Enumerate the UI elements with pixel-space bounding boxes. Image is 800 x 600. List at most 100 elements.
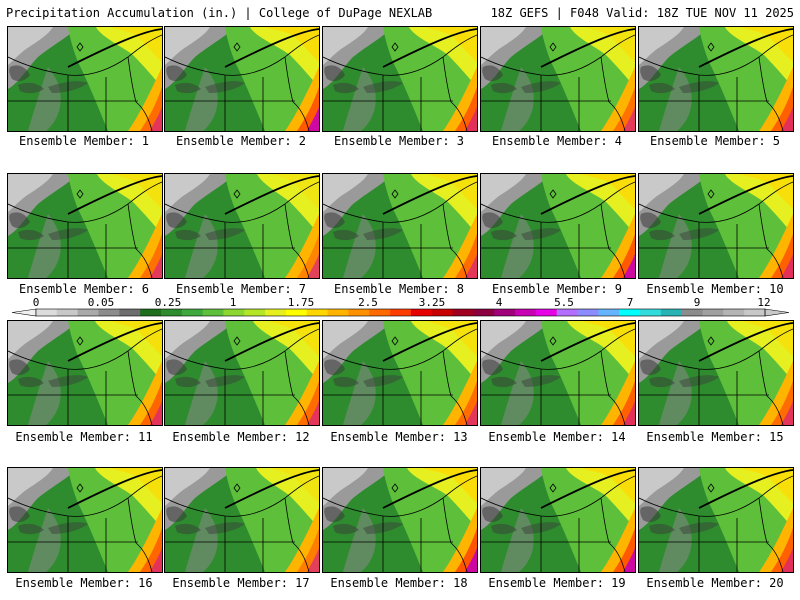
colorbar-swatch (452, 309, 474, 316)
colorbar-swatch (410, 309, 433, 316)
colorbar-swatch (702, 309, 724, 316)
precip-map (639, 27, 793, 131)
colorbar-swatch (640, 309, 662, 316)
ensemble-member-panel (7, 26, 163, 132)
colorbar-swatch (140, 309, 162, 316)
ensemble-member-panel (480, 173, 636, 279)
precip-map (165, 468, 319, 572)
precip-map (323, 468, 477, 572)
ensemble-member-label: Ensemble Member: 1 (18, 134, 150, 148)
precip-map (165, 27, 319, 131)
ensemble-member-label: Ensemble Member: 7 (175, 282, 307, 296)
colorbar-swatch (473, 309, 495, 316)
ensemble-member-label: Ensemble Member: 17 (172, 576, 310, 590)
precip-map (8, 321, 162, 425)
colorbar-swatch (681, 309, 704, 316)
ensemble-member-label: Ensemble Member: 10 (646, 282, 784, 296)
colorbar-swatch (285, 309, 308, 316)
precip-map (8, 468, 162, 572)
ensemble-member-label: Ensemble Member: 20 (646, 576, 784, 590)
precip-map (165, 174, 319, 278)
ensemble-member-panel (7, 467, 163, 573)
colorbar-tick-label: 0.05 (87, 296, 115, 309)
ensemble-member-label: Ensemble Member: 12 (172, 430, 310, 444)
precip-map (165, 321, 319, 425)
ensemble-member-panel (638, 467, 794, 573)
ensemble-member-label: Ensemble Member: 11 (15, 430, 153, 444)
chart-title: Precipitation Accumulation (in.) | Colle… (6, 6, 433, 20)
colorbar-swatch (77, 309, 99, 316)
precip-map (481, 468, 635, 572)
colorbar-swatch (535, 309, 558, 316)
precip-map (639, 468, 793, 572)
precipitation-colorbar (11, 308, 790, 317)
colorbar-swatch (556, 309, 579, 316)
ensemble-member-panel (322, 320, 478, 426)
ensemble-member-panel (164, 320, 320, 426)
colorbar-swatch (181, 309, 204, 316)
colorbar-left-arrow (11, 308, 37, 317)
colorbar-tick-label: 7 (626, 296, 634, 309)
precip-map (8, 174, 162, 278)
colorbar-swatch (160, 309, 183, 316)
colorbar-tick-label: 4 (495, 296, 503, 309)
colorbar-swatch (36, 309, 58, 316)
ensemble-member-panel (480, 320, 636, 426)
ensemble-member-panel (638, 320, 794, 426)
colorbar-swatch (660, 309, 683, 316)
ensemble-member-label: Ensemble Member: 8 (333, 282, 465, 296)
colorbar-swatch (744, 309, 766, 316)
precip-map (8, 27, 162, 131)
ensemble-member-label: Ensemble Member: 13 (330, 430, 468, 444)
colorbar-swatch (98, 309, 120, 316)
ensemble-member-label: Ensemble Member: 19 (488, 576, 626, 590)
precip-map (323, 321, 477, 425)
colorbar-tick-label: 1 (229, 296, 237, 309)
ensemble-member-label: Ensemble Member: 2 (175, 134, 307, 148)
ensemble-member-label: Ensemble Member: 16 (15, 576, 153, 590)
ensemble-member-label: Ensemble Member: 3 (333, 134, 465, 148)
ensemble-member-label: Ensemble Member: 14 (488, 430, 626, 444)
colorbar-swatch (265, 309, 287, 316)
ensemble-member-label: Ensemble Member: 5 (649, 134, 781, 148)
colorbar-tick-label: 12 (757, 296, 771, 309)
precip-map (481, 321, 635, 425)
colorbar-swatch (348, 309, 370, 316)
colorbar-swatch (244, 309, 266, 316)
colorbar-tick-label: 3.25 (418, 296, 446, 309)
colorbar-swatch (223, 309, 245, 316)
precip-map (323, 27, 477, 131)
colorbar-swatch (306, 309, 329, 316)
ensemble-member-panel (322, 173, 478, 279)
ensemble-member-panel (164, 467, 320, 573)
colorbar-tick-label: 9 (693, 296, 701, 309)
colorbar-swatch (494, 309, 516, 316)
valid-time-label: 18Z GEFS | F048 Valid: 18Z TUE NOV 11 20… (490, 6, 794, 20)
colorbar-swatch (515, 309, 537, 316)
ensemble-member-label: Ensemble Member: 6 (18, 282, 150, 296)
colorbar-tick-label: 2.5 (358, 296, 378, 309)
colorbar-swatch (56, 309, 79, 316)
colorbar-swatch (327, 309, 349, 316)
colorbar-swatch (202, 309, 224, 316)
precip-map (481, 27, 635, 131)
colorbar-swatch (577, 309, 599, 316)
ensemble-member-panel (7, 173, 163, 279)
colorbar-right-arrow (764, 308, 790, 317)
ensemble-member-panel (7, 320, 163, 426)
precip-map (639, 321, 793, 425)
ensemble-member-panel (322, 467, 478, 573)
ensemble-member-label: Ensemble Member: 4 (491, 134, 623, 148)
colorbar-swatch (369, 309, 391, 316)
colorbar-tick-label: 1.75 (287, 296, 315, 309)
ensemble-member-panel (322, 26, 478, 132)
colorbar-swatch (723, 309, 745, 316)
colorbar-swatch (390, 309, 412, 316)
ensemble-member-panel (480, 467, 636, 573)
ensemble-member-label: Ensemble Member: 15 (646, 430, 784, 444)
ensemble-member-panel (164, 173, 320, 279)
precip-map (639, 174, 793, 278)
precip-map (481, 174, 635, 278)
colorbar-tick-label: 0 (32, 296, 40, 309)
colorbar-swatch (431, 309, 454, 316)
